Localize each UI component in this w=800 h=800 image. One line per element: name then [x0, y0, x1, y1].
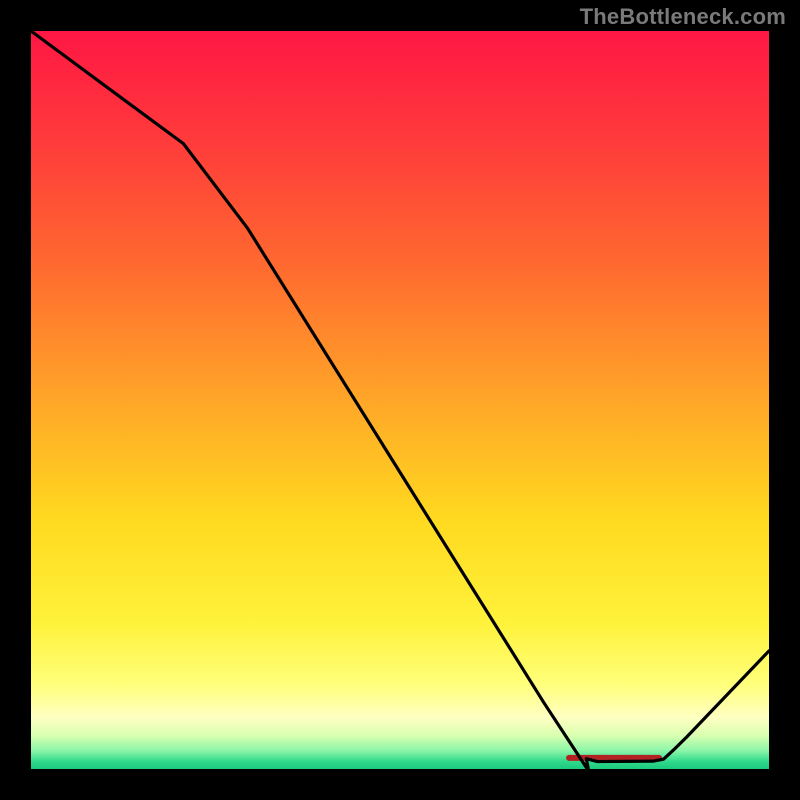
bottleneck-chart — [0, 0, 800, 800]
plot-gradient-fill — [31, 31, 769, 769]
chart-container: TheBottleneck.com — [0, 0, 800, 800]
watermark-label: TheBottleneck.com — [580, 4, 786, 30]
